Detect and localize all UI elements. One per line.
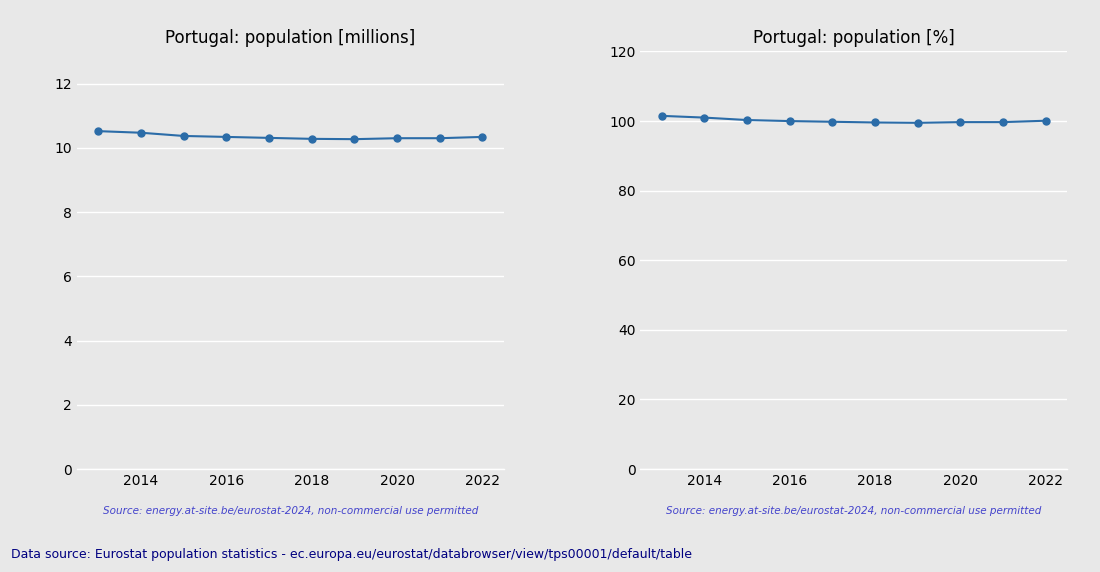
Text: Source: energy.at-site.be/eurostat-2024, non-commercial use permitted: Source: energy.at-site.be/eurostat-2024,… <box>102 506 478 516</box>
Title: Portugal: population [millions]: Portugal: population [millions] <box>165 29 416 47</box>
Text: Data source: Eurostat population statistics - ec.europa.eu/eurostat/databrowser/: Data source: Eurostat population statist… <box>11 547 692 561</box>
Text: Source: energy.at-site.be/eurostat-2024, non-commercial use permitted: Source: energy.at-site.be/eurostat-2024,… <box>666 506 1042 516</box>
Title: Portugal: population [%]: Portugal: population [%] <box>752 29 955 47</box>
